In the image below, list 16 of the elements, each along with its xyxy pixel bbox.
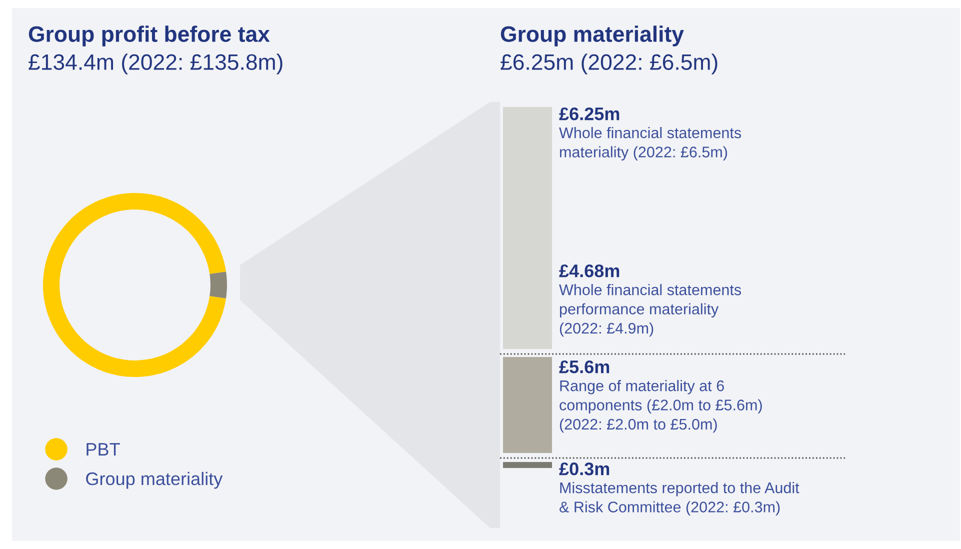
category-label: Misstatements reported to the Audit & Risk Committee (2022: £0.3m) [560,482,800,516]
text: £4.68m [559,264,620,278]
chart-subtitle: £134.4m (2022: £135.8m) [28,54,282,74]
legend-label: PBT [86,443,120,456]
chart-title: Group profit before tax [28,26,270,46]
text: Group materiality [500,26,684,46]
text: £6.25m (2022: £6.5m) [500,54,718,74]
donut-slice [210,272,227,298]
category-label: Whole financial statements performance materiality (2022: £4.9m) [559,284,742,337]
text: £0.3m [559,462,610,476]
donut-slice [43,193,226,377]
text: £6.25m [559,107,620,120]
category-label: Range of materiality at 6 components (£2.0m to £5.6m) (2022: £2.0m to £5.0m) [560,380,762,433]
category-label: Whole financial statements materiality (2022: £6.5m) [559,127,742,160]
legend-label: Group materiality [86,472,223,489]
text: £5.6m [559,360,610,374]
